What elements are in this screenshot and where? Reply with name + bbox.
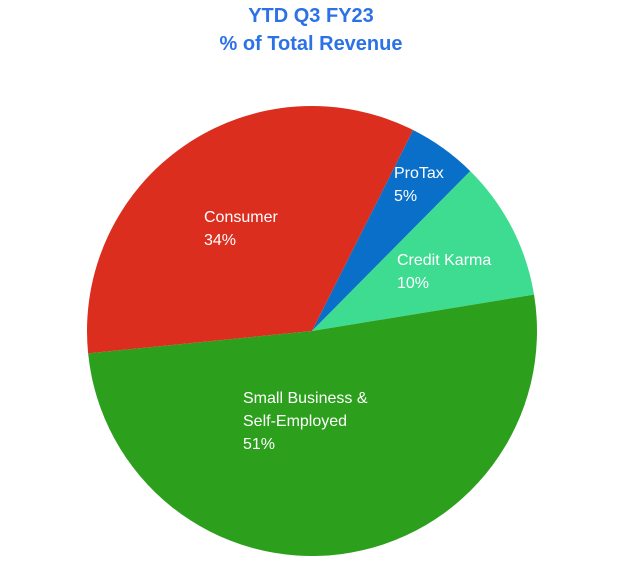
chart-subtitle: % of Total Revenue [220, 33, 403, 55]
slice-label: Consumer [204, 209, 278, 226]
pie-slice [88, 294, 538, 556]
slice-label: ProTax [394, 165, 444, 182]
chart-title: YTD Q3 FY23 [248, 5, 374, 27]
slice-value-label: 51% [243, 436, 275, 453]
slice-value-label: 10% [397, 275, 429, 292]
slice-value-label: 34% [204, 232, 236, 249]
slice-label: Small Business & Self-Employed [243, 390, 368, 430]
pie-slice [312, 171, 535, 331]
slice-value-label: 5% [394, 188, 417, 205]
slice-label: Credit Karma [397, 252, 491, 269]
pie-slice [312, 129, 471, 331]
pie-slice [86, 106, 414, 354]
